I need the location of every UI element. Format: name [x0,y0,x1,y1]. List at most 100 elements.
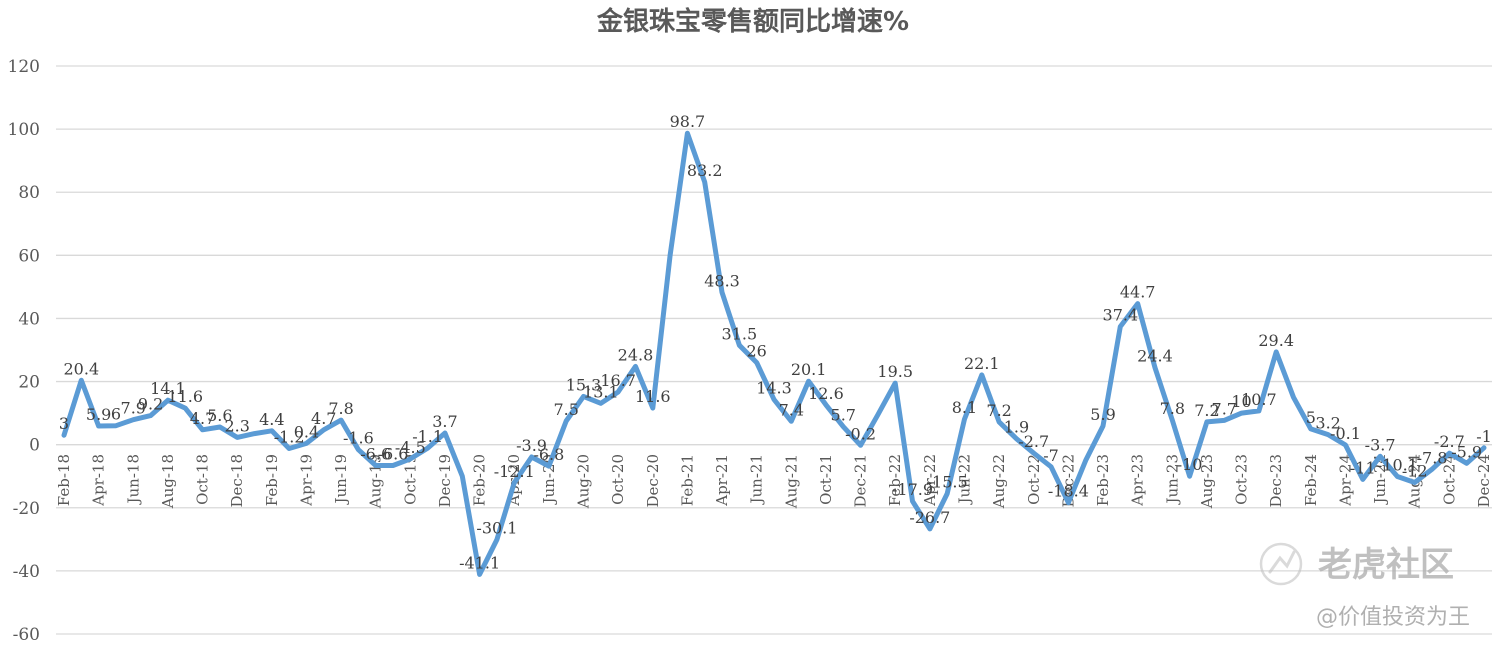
series-line [61,130,1487,577]
data-label: 2.3 [224,416,249,435]
data-label: -3.7 [1365,435,1396,454]
y-axis-ticks: 120 100 80 60 40 20 0 -20 -40 -60 [8,57,40,645]
data-label: 0.4 [294,422,319,441]
data-label: -0.1 [1330,424,1361,443]
y-tick-label: -20 [13,499,40,519]
x-tick-label: Dec-21 [852,454,870,507]
x-axis-ticks: Feb-18 Apr-18 Jun-18 Aug-18 Oct-18 Dec-18 Feb-… [55,454,1493,509]
x-tick-label: Dec-18 [228,454,246,507]
data-label: -12.1 [494,462,535,481]
data-label: 20.1 [791,360,827,379]
x-tick-label: Apr-23 [1129,454,1147,507]
data-label: 7.2 [1194,401,1219,420]
data-label: 48.3 [704,271,740,290]
data-label: 4.4 [259,410,284,429]
data-label: 6 [111,405,121,424]
data-label: 5 [1306,408,1316,427]
data-label: 3.2 [1315,414,1340,433]
data-label: 31.5 [722,324,758,343]
data-label: -7 [1043,446,1059,465]
data-label: -10 [1177,455,1203,474]
y-tick-label: -40 [13,562,40,582]
data-labels: 320.45.9 6 7.99.214.111.64.75.62.3 4.4-1.20… [59,112,1492,572]
data-label: -1.1 [412,427,443,446]
chart-title: 金银珠宝零售额同比增速% [596,6,909,37]
data-label: -6.6 [360,444,391,463]
x-tick-label: Jun-20 [540,454,558,506]
data-label: 11.6 [635,387,671,406]
data-label: -17.9 [892,480,933,499]
y-tick-label: 80 [18,183,40,203]
x-tick-label: Aug-22 [990,454,1008,509]
data-label: 37.4 [1103,306,1139,325]
y-tick-label: 40 [18,309,40,329]
data-label: -4.5 [395,438,426,457]
x-tick-label: Jun-21 [748,454,766,506]
data-label: 4.7 [190,409,215,428]
data-label: 8.1 [952,398,977,417]
data-label: 44.7 [1120,283,1156,302]
x-tick-label: Oct-24 [1440,454,1458,505]
x-tick-label: Oct-21 [817,454,835,505]
x-tick-label: Oct-19 [401,454,419,505]
x-tick-label: Feb-20 [471,454,489,506]
data-label: 3.7 [432,412,457,431]
data-label: 29.4 [1258,331,1294,350]
data-label: -1.2 [274,427,305,446]
data-label: 7.8 [1160,399,1185,418]
y-tick-label: 0 [29,436,40,456]
x-tick-label: Jun-19 [332,454,350,506]
x-tick-label: Dec-24 [1475,454,1493,507]
data-label: -5.9 [1451,442,1482,461]
data-label: -2.7 [1018,432,1049,451]
data-label: 16.7 [600,371,636,390]
x-tick-label: Dec-23 [1267,454,1285,507]
data-label: -6.6 [378,444,409,463]
watermark-brand: 老虎社区 [1318,545,1454,585]
data-label: 3 [59,414,69,433]
data-label: -10.1 [1377,456,1418,475]
watermark-author: @价值投资为王 [1316,605,1470,630]
data-label: -0.2 [845,424,876,443]
x-tick-label: Apr-18 [90,454,108,507]
data-label: 4.7 [311,409,336,428]
data-label: 7.2 [986,401,1011,420]
data-label: 7.4 [779,400,804,419]
x-tick-label: Oct-22 [1025,454,1043,505]
x-tick-label: Oct-20 [609,454,627,505]
x-tick-label: Feb-18 [55,454,73,506]
data-label: 9.2 [138,395,163,414]
data-label: 24.8 [618,345,654,364]
x-tick-label: Aug-21 [782,454,800,509]
x-tick-label: Dec-19 [436,454,454,507]
data-label: 5.7 [831,406,856,425]
x-tick-label: Oct-23 [1233,454,1251,505]
x-tick-label: Feb-22 [886,454,904,506]
data-label: 20.4 [64,359,100,378]
x-tick-label: Feb-23 [1094,454,1112,506]
data-label: 13.1 [583,382,619,401]
x-tick-label: Feb-21 [678,454,696,506]
data-label: 10 [1231,392,1251,411]
watermark: 老虎社区 @价值投资为王 [1259,542,1470,630]
data-label: 24.4 [1137,347,1173,366]
x-tick-label: Feb-19 [263,454,281,506]
x-tick-label: Apr-21 [713,454,731,507]
data-label: 5.6 [207,406,232,425]
x-tick-label: Jun-22 [955,454,973,506]
data-label: -1.6 [343,429,374,448]
x-tick-label: Jun-23 [1163,454,1181,506]
data-label: 1.9 [1004,418,1029,437]
x-tick-label: Aug-23 [1198,454,1216,509]
y-tick-label: 120 [8,57,40,77]
data-label: 12.6 [808,384,844,403]
tiger-logo-icon [1259,542,1303,586]
x-tick-label: Apr-22 [921,454,939,507]
data-label: -11 [1350,458,1376,477]
data-label: 19.5 [877,362,913,381]
x-tick-label: Apr-19 [297,454,315,507]
data-label: 26 [747,342,767,361]
x-tick-label: Jun-18 [124,454,142,506]
data-label: -7.8 [1417,448,1448,467]
